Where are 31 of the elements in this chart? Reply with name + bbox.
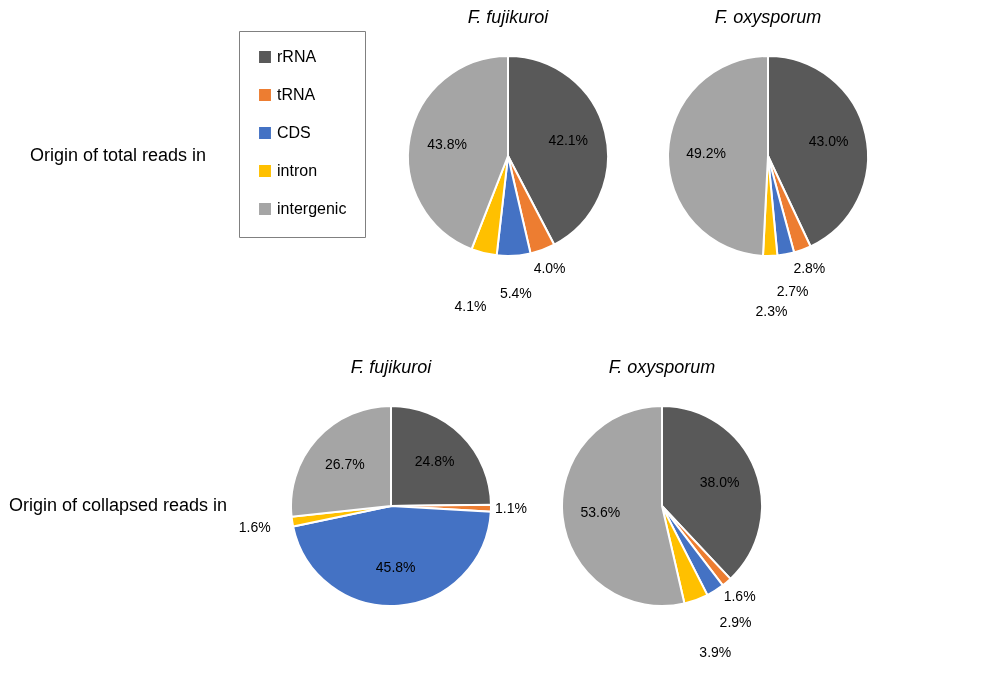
data-label: 43.8% bbox=[427, 135, 467, 152]
chart-title: F. fujikuroi bbox=[350, 357, 433, 377]
data-label: 49.2% bbox=[686, 145, 726, 162]
data-label: 53.6% bbox=[580, 504, 621, 520]
data-label: 45.8% bbox=[375, 558, 416, 575]
data-label: 4.1% bbox=[454, 298, 487, 315]
chart-title: F. oxysporum bbox=[608, 357, 716, 377]
data-label: 2.9% bbox=[719, 613, 752, 630]
data-label: 2.3% bbox=[755, 302, 788, 319]
data-label: 1.6% bbox=[238, 518, 271, 535]
data-label: 1.1% bbox=[495, 499, 527, 516]
legend-label: intergenic bbox=[277, 200, 347, 217]
legend-label: tRNA bbox=[277, 86, 316, 103]
data-label: 43.0% bbox=[808, 133, 849, 150]
chart-title: F. oxysporum bbox=[714, 7, 822, 27]
text: Origin of total reads in bbox=[29, 145, 207, 165]
data-label: 2.7% bbox=[776, 282, 809, 299]
data-label: 2.8% bbox=[793, 259, 826, 276]
legend-label: CDS bbox=[277, 124, 311, 141]
legend-label: rRNA bbox=[277, 48, 317, 65]
data-label: 4.0% bbox=[533, 259, 566, 276]
text: Origin of collapsed reads in bbox=[8, 495, 228, 515]
chart-title: F. fujikuroi bbox=[467, 6, 550, 27]
data-label: 42.1% bbox=[548, 132, 589, 149]
data-label: 26.7% bbox=[325, 455, 365, 472]
data-label: 3.9% bbox=[699, 643, 732, 660]
data-label: 24.8% bbox=[414, 452, 455, 469]
data-label: 1.6% bbox=[723, 588, 756, 605]
data-label: 38.0% bbox=[699, 474, 740, 491]
legend-label: intron bbox=[277, 162, 318, 179]
data-label: 5.4% bbox=[499, 284, 532, 301]
